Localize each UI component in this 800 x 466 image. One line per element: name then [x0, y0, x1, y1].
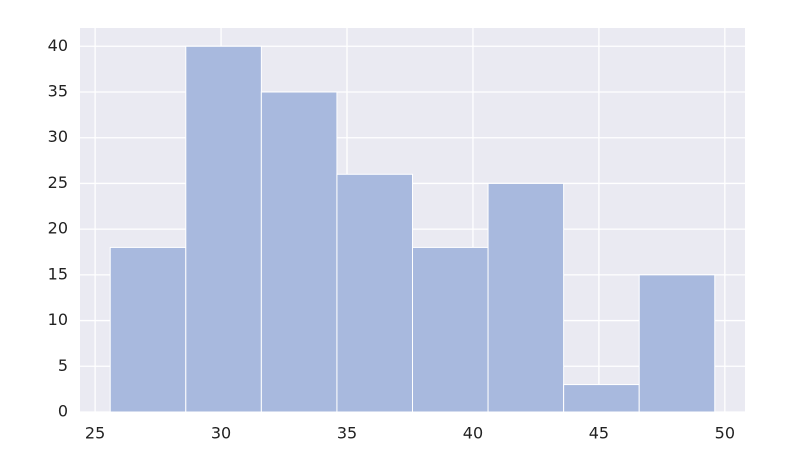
bar — [563, 384, 640, 413]
bar — [109, 246, 187, 413]
bar — [638, 274, 716, 413]
bar — [487, 182, 565, 413]
y-tick-label: 40 — [48, 36, 68, 55]
x-tick-label: 50 — [715, 424, 735, 443]
x-tick-label: 40 — [463, 424, 483, 443]
y-tick-label: 10 — [48, 310, 68, 329]
y-tick-label: 15 — [48, 264, 68, 283]
bar — [260, 91, 338, 413]
x-tick-label: 25 — [85, 424, 105, 443]
y-tick-label: 20 — [48, 219, 68, 238]
bar — [185, 45, 262, 413]
y-tick-label: 5 — [58, 356, 68, 375]
y-tick-label: 0 — [58, 402, 68, 421]
bar — [336, 173, 414, 413]
y-tick-label: 30 — [48, 127, 68, 146]
x-tick-label: 30 — [211, 424, 231, 443]
y-tick-label: 25 — [48, 173, 68, 192]
y-tick-label: 35 — [48, 82, 68, 101]
x-tick-label: 35 — [337, 424, 357, 443]
x-tick-label: 45 — [589, 424, 609, 443]
bar — [412, 246, 489, 413]
